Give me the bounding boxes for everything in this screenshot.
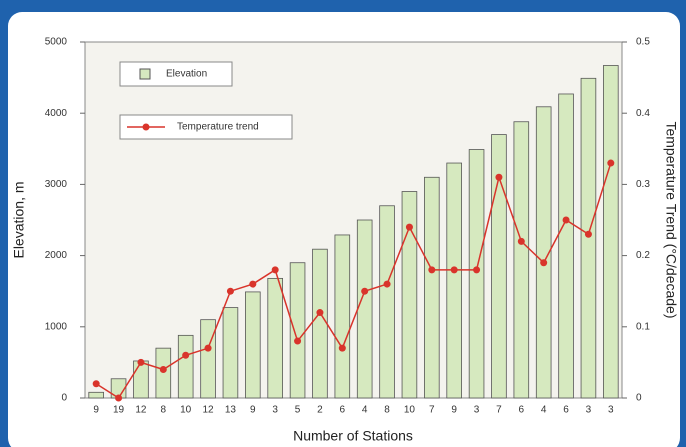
legend-label: Elevation xyxy=(166,69,207,80)
x-tick-label: 9 xyxy=(451,405,457,416)
bar xyxy=(200,319,216,399)
x-tick-label: 3 xyxy=(474,405,480,416)
x-axis-title: Number of Stations xyxy=(293,428,413,444)
point xyxy=(92,380,100,388)
x-tick-label: 7 xyxy=(429,405,435,416)
bar xyxy=(513,121,530,399)
x-tick-label: 9 xyxy=(250,405,256,416)
x-tick-label: 13 xyxy=(225,405,237,416)
point xyxy=(316,309,324,317)
y-tick-label: 0 xyxy=(61,393,67,404)
bar xyxy=(245,291,261,399)
bar xyxy=(558,93,574,399)
x-tick-label: 8 xyxy=(161,405,167,416)
y-tick-label: 5000 xyxy=(45,37,68,48)
legend-swatch xyxy=(139,68,151,80)
point xyxy=(338,344,346,352)
point xyxy=(115,394,123,402)
bar xyxy=(446,162,462,399)
bar xyxy=(603,65,619,399)
legend-label: Temperature trend xyxy=(177,122,259,133)
point xyxy=(294,337,302,345)
x-tick-label: 6 xyxy=(563,405,569,416)
bar xyxy=(491,134,507,399)
x-tick-label: 19 xyxy=(113,405,125,416)
x-tick-label: 10 xyxy=(180,405,192,416)
point xyxy=(540,259,548,267)
x-tick-label: 12 xyxy=(203,405,215,416)
y2-tick-label: 0.1 xyxy=(636,321,650,332)
y-tick-label: 2000 xyxy=(45,250,68,261)
bar xyxy=(401,191,418,399)
y-axis-title: Elevation, m xyxy=(11,181,27,258)
point xyxy=(271,266,279,274)
bar xyxy=(267,277,283,399)
point xyxy=(249,280,257,288)
y2-tick-label: 0.5 xyxy=(636,37,650,48)
x-tick-label: 6 xyxy=(519,405,525,416)
x-tick-label: 9 xyxy=(93,405,99,416)
y2-tick-label: 0.2 xyxy=(636,250,650,261)
x-tick-label: 2 xyxy=(317,405,323,416)
x-tick-label: 3 xyxy=(272,405,278,416)
y2-tick-label: 0 xyxy=(636,393,642,404)
point xyxy=(405,223,413,231)
x-tick-label: 7 xyxy=(496,405,502,416)
x-tick-label: 4 xyxy=(362,405,368,416)
y-tick-label: 1000 xyxy=(45,321,68,332)
line xyxy=(95,162,612,400)
y-tick-label: 4000 xyxy=(45,108,68,119)
x-tick-label: 8 xyxy=(384,405,390,416)
bar xyxy=(535,106,552,399)
y-tick-label: 3000 xyxy=(45,179,68,190)
bar xyxy=(379,205,395,399)
point xyxy=(607,159,615,167)
bar xyxy=(133,360,149,399)
legend-box xyxy=(119,114,293,140)
point xyxy=(495,173,503,181)
point xyxy=(159,366,167,374)
bar xyxy=(580,77,597,399)
point xyxy=(450,266,458,274)
x-tick-label: 3 xyxy=(586,405,592,416)
y2-tick-label: 0.3 xyxy=(636,179,650,190)
point xyxy=(226,287,234,295)
bar xyxy=(289,262,306,399)
point xyxy=(204,344,212,352)
y2-tick-label: 0.4 xyxy=(636,108,650,119)
point xyxy=(182,351,190,359)
x-tick-label: 6 xyxy=(340,405,346,416)
point xyxy=(584,230,592,238)
bar xyxy=(334,234,351,399)
legend-swatch xyxy=(142,123,150,131)
point xyxy=(361,287,369,295)
bar xyxy=(356,219,373,399)
point xyxy=(383,280,391,288)
bar xyxy=(155,347,172,399)
y2-axis-title: Temperature Trend (°C/decade) xyxy=(663,121,679,318)
point xyxy=(137,358,145,366)
bar xyxy=(177,334,194,399)
bar xyxy=(424,176,440,399)
x-tick-label: 12 xyxy=(135,405,147,416)
bar xyxy=(468,149,485,399)
bar xyxy=(312,248,328,399)
point xyxy=(473,266,481,274)
x-tick-label: 4 xyxy=(541,405,547,416)
bar xyxy=(88,391,104,399)
plot-area xyxy=(84,41,623,399)
bar xyxy=(222,307,239,399)
point xyxy=(428,266,436,274)
legend-box xyxy=(119,61,233,87)
x-tick-label: 3 xyxy=(608,405,614,416)
x-tick-label: 10 xyxy=(404,405,416,416)
x-tick-label: 5 xyxy=(295,405,301,416)
point xyxy=(562,216,570,224)
point xyxy=(517,237,525,245)
